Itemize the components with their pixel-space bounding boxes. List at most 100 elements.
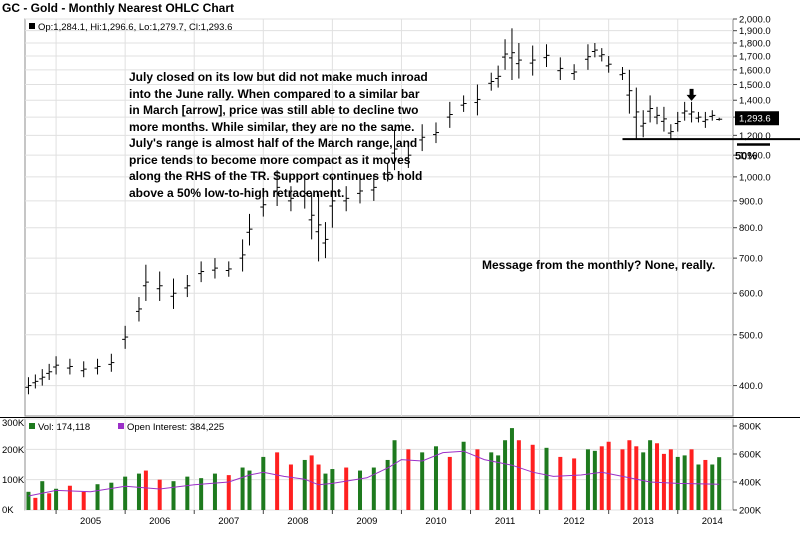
volume-bar xyxy=(572,458,577,510)
volume-bar xyxy=(682,455,687,510)
volume-bar xyxy=(47,493,52,510)
volume-bar xyxy=(558,456,563,510)
volume-bar xyxy=(703,459,708,510)
oi-tick-label: 400K xyxy=(739,478,762,489)
volume-bar xyxy=(509,428,514,510)
x-tick-label: 2005 xyxy=(80,516,101,527)
oi-legend-readout: Open Interest: 384,225 xyxy=(127,422,224,433)
volume-bar xyxy=(710,464,715,510)
commentary-annotation: July closed on its low but did not make … xyxy=(129,70,428,200)
oi-axis: 200K 400K 600K 800K xyxy=(733,422,762,517)
volume-bar xyxy=(655,443,660,510)
price-tick-label: 1,400.0 xyxy=(739,96,771,107)
volume-legend-readout: Vol: 174,118 xyxy=(38,422,90,433)
volume-bar xyxy=(109,482,114,510)
price-tick-label: 1,000.0 xyxy=(739,172,771,183)
oi-tick-label: 200K xyxy=(739,506,762,517)
volume-bar xyxy=(199,478,204,510)
volume-bar xyxy=(40,481,45,510)
x-tick-label: 2009 xyxy=(356,516,377,527)
volume-bar xyxy=(26,491,31,510)
volume-bar xyxy=(620,449,625,510)
price-tick-label: 800.0 xyxy=(739,223,763,234)
x-tick-label: 2007 xyxy=(218,516,239,527)
x-tick-label: 2008 xyxy=(287,516,308,527)
volume-bar xyxy=(648,440,653,510)
volume-bar xyxy=(461,441,466,510)
price-grid xyxy=(25,18,733,416)
volume-bar xyxy=(275,452,280,510)
volume-bar xyxy=(627,440,632,510)
volume-bar xyxy=(240,467,245,510)
volume-bar xyxy=(475,449,480,510)
volume-bar xyxy=(157,479,162,510)
last-price-label: 1,293.6 xyxy=(739,114,771,125)
open-interest-line xyxy=(28,450,720,497)
volume-bar xyxy=(496,455,501,510)
volume-bar xyxy=(385,459,390,510)
volume-bar xyxy=(212,473,217,510)
price-tick-label: 1,100.0 xyxy=(739,151,771,162)
price-tick-label: 1,600.0 xyxy=(739,65,771,76)
volume-bar xyxy=(247,470,252,510)
x-tick-label: 2006 xyxy=(149,516,170,527)
chart-title: GC - Gold - Monthly Nearest OHLC Chart xyxy=(2,1,234,15)
volume-bar xyxy=(606,441,611,510)
down-arrow-icon xyxy=(686,88,697,101)
volume-bar xyxy=(489,452,494,510)
volume-bars xyxy=(26,428,722,510)
volume-tick-label: 200K xyxy=(2,445,25,456)
price-tick-label: 1,900.0 xyxy=(739,26,771,37)
volume-axis: 0K 100K 200K 300K xyxy=(2,418,25,516)
x-tick-label: 2011 xyxy=(495,516,515,527)
price-tick-label: 400.0 xyxy=(739,381,763,392)
volume-bar xyxy=(503,440,508,510)
volume-bar xyxy=(433,446,438,510)
volume-bar xyxy=(185,476,190,510)
volume-bar xyxy=(309,455,314,510)
oi-tick-label: 600K xyxy=(739,450,762,461)
volume-bar xyxy=(33,497,38,510)
volume-bar xyxy=(358,470,363,510)
x-tick-label: 2010 xyxy=(425,516,446,527)
ohlc-legend-swatch xyxy=(29,23,35,29)
oi-legend-swatch xyxy=(118,423,124,429)
last-price-box xyxy=(735,111,779,126)
volume-bar xyxy=(420,452,425,510)
price-tick-label: 500.0 xyxy=(739,330,763,341)
price-tick-label: 1,700.0 xyxy=(739,52,771,63)
volume-bar xyxy=(641,452,646,510)
volume-legend-swatch xyxy=(29,423,35,429)
price-tick-label: 700.0 xyxy=(739,254,763,265)
volume-bar xyxy=(67,485,72,510)
volume-bar xyxy=(592,450,597,510)
volume-bar xyxy=(171,481,176,510)
volume-bar xyxy=(95,484,100,510)
volume-bar xyxy=(344,467,349,510)
price-tick-label: 1,500.0 xyxy=(739,80,771,91)
volume-bar xyxy=(302,459,307,510)
price-tick-label: 1,800.0 xyxy=(739,38,771,49)
volume-bar xyxy=(316,464,321,510)
volume-bar xyxy=(668,449,673,510)
volume-bar xyxy=(530,444,535,510)
price-tick-label: 2,000.0 xyxy=(739,15,771,26)
volume-bar xyxy=(544,447,549,510)
volume-bar xyxy=(226,475,231,510)
volume-bar xyxy=(599,446,604,510)
volume-bar xyxy=(406,449,411,510)
volume-bar xyxy=(261,456,266,510)
price-axis: 400.0 500.0 600.0 700.0 800.0 900.0 1,000.0 1,1… xyxy=(733,15,771,392)
message-annotation: Message from the monthly? None, really. xyxy=(482,258,716,272)
volume-bar xyxy=(330,469,335,510)
volume-bar xyxy=(123,476,128,510)
x-tick-label: 2014 xyxy=(702,516,723,527)
volume-bar xyxy=(323,473,328,510)
volume-bar xyxy=(689,449,694,510)
volume-bar xyxy=(696,464,701,510)
x-tick-label: 2013 xyxy=(633,516,654,527)
volume-bar xyxy=(143,470,148,510)
volume-bar xyxy=(54,488,59,510)
